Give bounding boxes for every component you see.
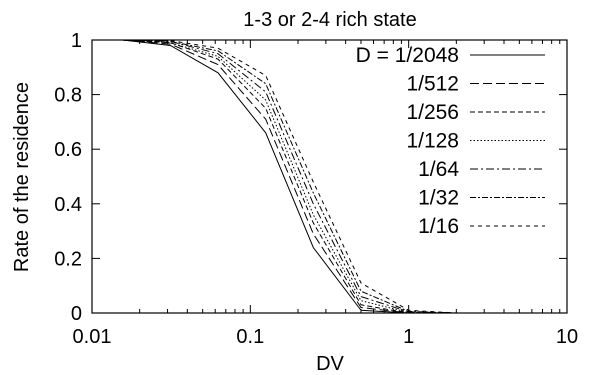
y-tick-label: 0 [71, 303, 82, 325]
x-tick-label: 1 [403, 326, 414, 348]
plot-frame [91, 39, 568, 314]
legend-label-3: 1/128 [406, 130, 459, 153]
legend-label-0: D = 1/2048 [356, 44, 459, 67]
y-tick-label: 0.2 [54, 248, 82, 270]
legend-label-6: 1/16 [418, 215, 459, 238]
y-tick-label: 0.8 [54, 85, 82, 107]
series-line-1 [122, 39, 552, 314]
legend-label-1: 1/512 [406, 73, 459, 96]
y-tick-label: 1 [71, 30, 82, 52]
legend-label-4: 1/64 [418, 158, 459, 181]
x-tick-label: 10 [556, 326, 578, 348]
y-tick-label: 0.4 [54, 194, 82, 216]
series-line-4 [122, 39, 552, 314]
x-axis-label: DV [316, 353, 344, 375]
series-line-3 [122, 39, 552, 314]
series-line-2 [122, 39, 552, 314]
x-tick-label: 0.01 [73, 326, 112, 348]
legend-label-5: 1/32 [418, 187, 459, 210]
chart-title: 1-3 or 2-4 rich state [243, 9, 416, 31]
series-line-0 [122, 39, 552, 314]
x-tick-label: 0.1 [236, 326, 264, 348]
legend: D = 1/2048 1/512 1/256 1/128 1/64 1/32 1/16 [356, 44, 545, 238]
y-axis-label: Rate of the residence [11, 82, 33, 272]
legend-label-2: 1/256 [406, 101, 459, 124]
series-line-6 [122, 39, 552, 314]
series-line-5 [122, 39, 552, 314]
y-tick-label: 0.6 [54, 139, 82, 161]
plot-area: 0 0.2 0.4 0.6 0.8 1 0.01 0.1 1 10 [54, 30, 578, 348]
